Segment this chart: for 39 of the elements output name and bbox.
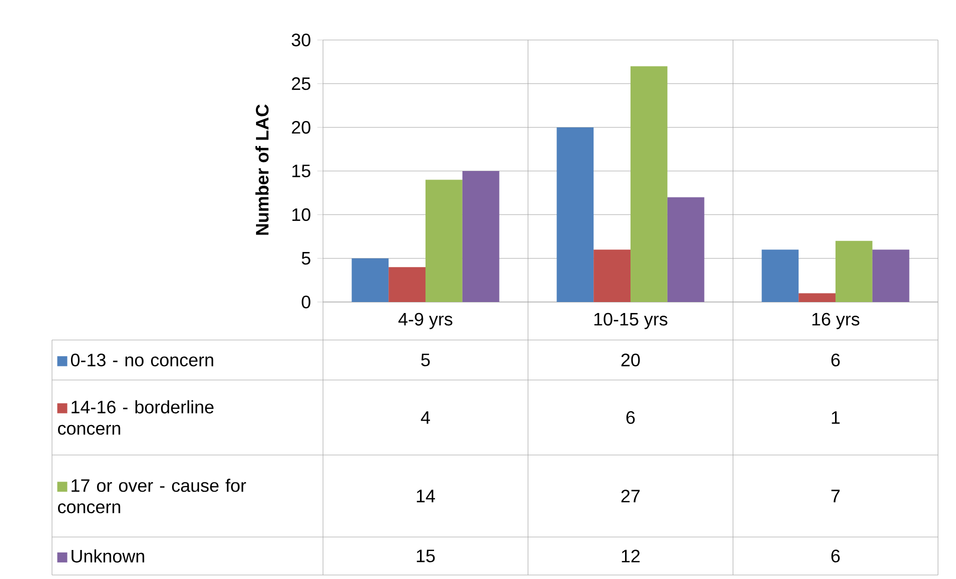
- data-label: 1: [832, 411, 840, 424]
- data-label: 12: [622, 550, 640, 562]
- data-label: 5: [421, 354, 430, 366]
- y-tick-label: 5: [302, 252, 310, 265]
- bar: [836, 240, 872, 302]
- bar: [426, 180, 462, 302]
- bar: [388, 267, 426, 302]
- data-label: 6: [831, 354, 840, 366]
- data-label: 7: [831, 490, 840, 502]
- x-tick-label: 10-15 yrs: [594, 312, 668, 330]
- data-label: 6: [626, 411, 635, 424]
- data-label: 4: [420, 411, 430, 424]
- bar: [556, 127, 594, 302]
- bar: [762, 250, 799, 302]
- bar: [798, 293, 836, 302]
- y-tick-label: 25: [292, 77, 310, 90]
- y-axis-title: Number of LAC: [255, 104, 269, 235]
- legend-label: 17 or over - cause for concern: [58, 478, 246, 514]
- bar: [594, 250, 631, 302]
- y-tick-label: 15: [292, 164, 310, 178]
- y-tick-label: 0: [302, 296, 310, 308]
- data-label: 6: [831, 550, 840, 562]
- legend-label: 14-16 - borderline concern: [58, 400, 214, 435]
- bar: [352, 258, 389, 302]
- x-tick-label: 4-9 yrs: [398, 312, 452, 330]
- y-tick-label: 20: [292, 120, 310, 134]
- bar: [630, 66, 668, 302]
- x-tick-label: 16 yrs: [812, 312, 860, 330]
- bar: [872, 250, 910, 302]
- y-tick-label: 30: [292, 34, 310, 46]
- legend-label: Unknown: [72, 549, 144, 563]
- data-label: 27: [621, 490, 640, 502]
- y-tick-label: 10: [292, 208, 310, 222]
- data-label: 15: [416, 550, 435, 562]
- bar: [462, 170, 500, 302]
- data-label: 20: [621, 354, 640, 366]
- bar: [667, 197, 704, 302]
- data-label: 14: [416, 490, 435, 502]
- legend-label: 0-13 - no concern: [70, 354, 214, 366]
